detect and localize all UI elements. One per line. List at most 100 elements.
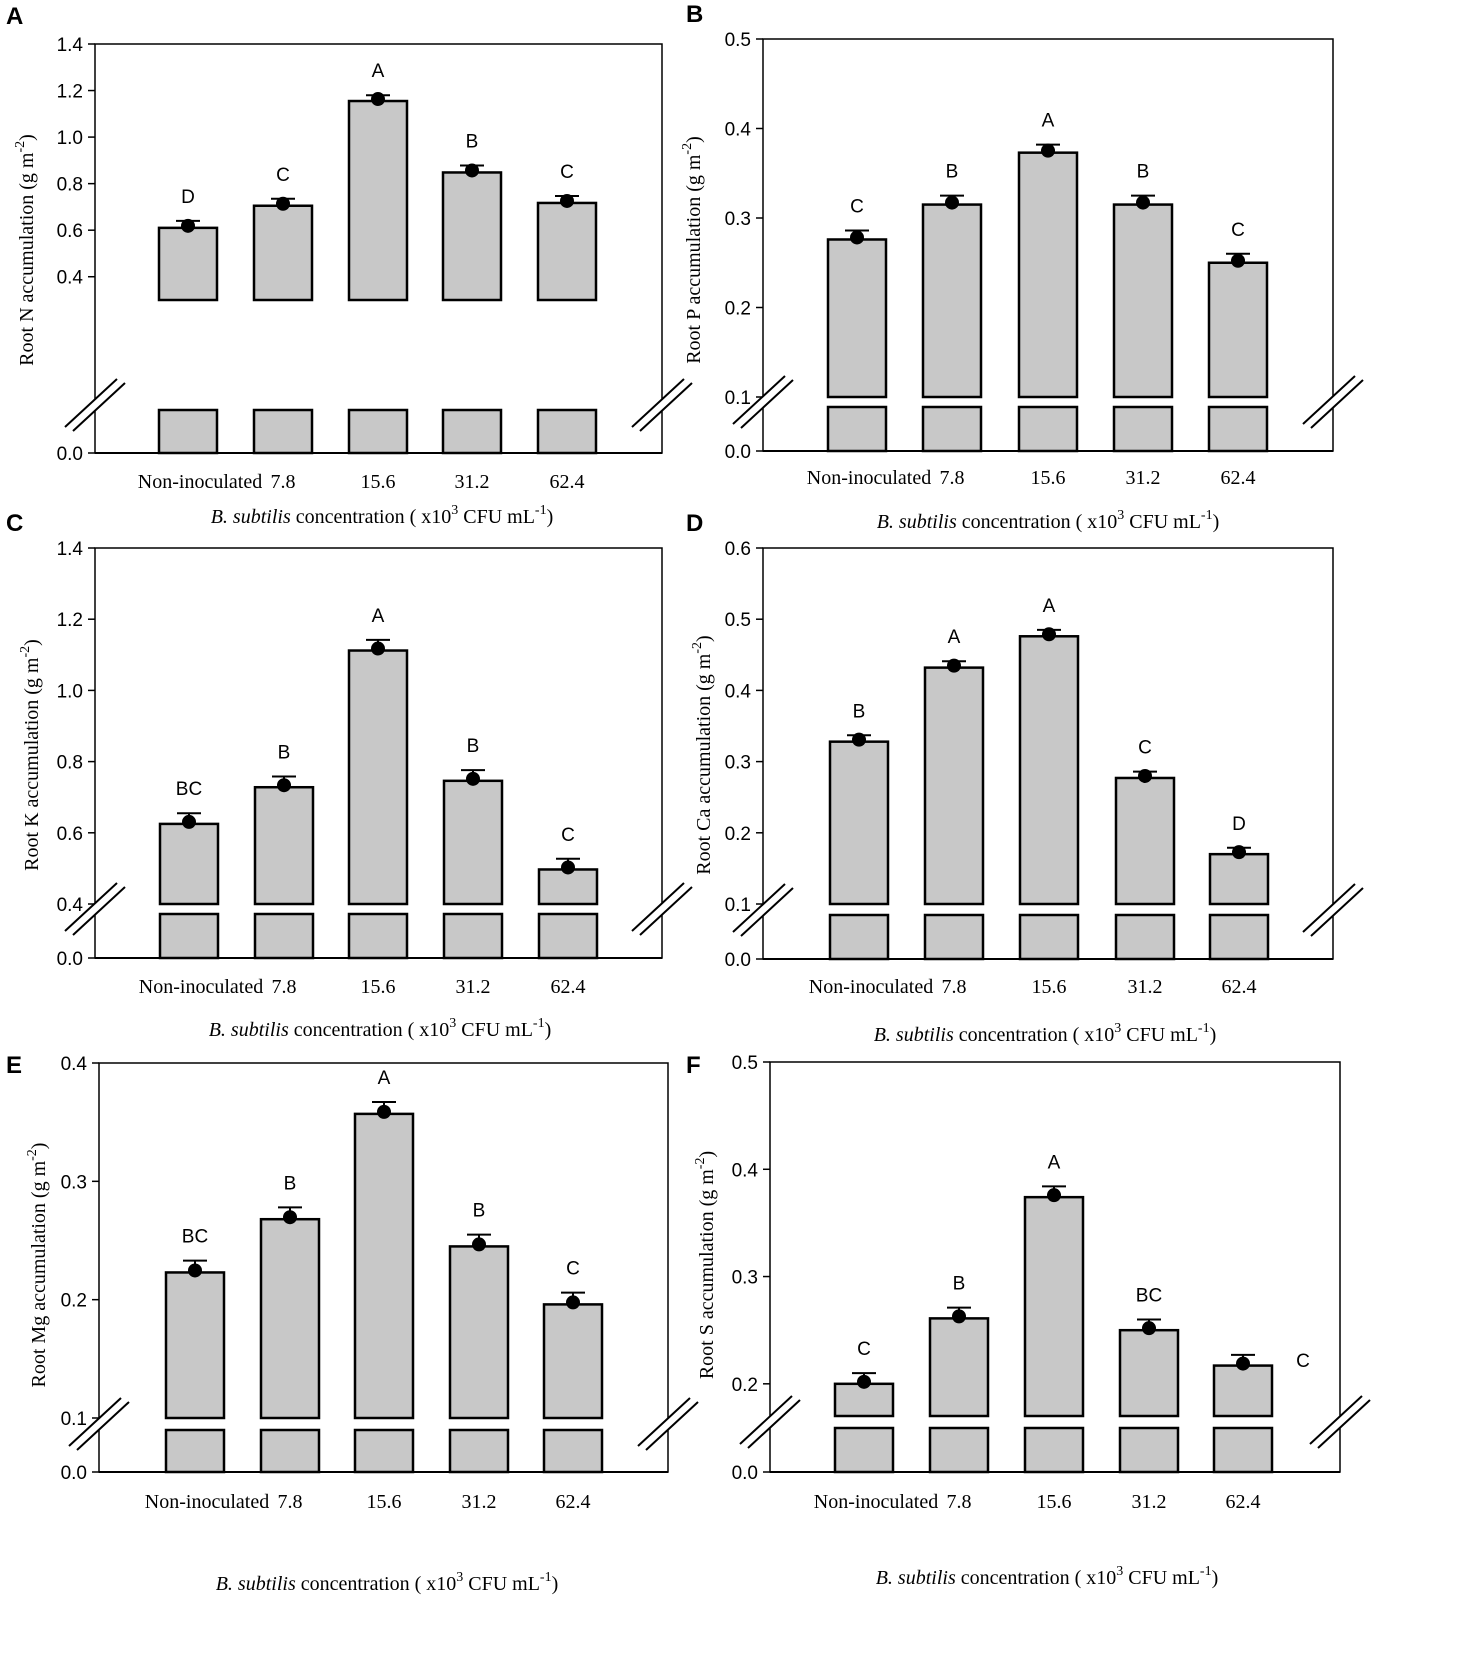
y-tick-label: 0.6 xyxy=(725,539,751,560)
mean-point xyxy=(188,1263,202,1278)
category-label: 7.8 xyxy=(942,976,967,998)
significance-letter: D xyxy=(1232,814,1246,835)
panel-letter-c: C xyxy=(6,510,23,537)
bar-lower xyxy=(1118,1426,1180,1474)
axis-break-mark xyxy=(72,886,126,936)
category-label: Non-inoculated xyxy=(138,471,262,493)
bar-upper xyxy=(1017,151,1079,399)
bar-lower xyxy=(1017,405,1079,453)
mean-point xyxy=(377,1104,391,1119)
category-label: 62.4 xyxy=(550,471,585,493)
bar-upper xyxy=(928,1317,990,1418)
y-tick-label: 0.1 xyxy=(725,388,751,409)
y-tick-label: 0.4 xyxy=(725,120,752,141)
y-tick-label: 1.4 xyxy=(57,35,84,56)
bar-lower xyxy=(1212,1426,1274,1474)
category-label: 15.6 xyxy=(367,1491,402,1513)
bar-upper xyxy=(1112,203,1174,399)
significance-letter: B xyxy=(284,1173,297,1194)
significance-letter: BC xyxy=(182,1227,208,1248)
axis-break-mark xyxy=(1309,1395,1363,1445)
bar-upper xyxy=(441,171,503,302)
mean-point xyxy=(560,193,574,208)
significance-letter: B xyxy=(946,162,959,183)
bar-lower xyxy=(259,1428,321,1474)
y-tick-label: 1.2 xyxy=(57,610,83,631)
mean-point xyxy=(472,1237,486,1252)
category-label: 62.4 xyxy=(551,976,586,998)
mean-point xyxy=(1236,1356,1250,1371)
significance-letter: B xyxy=(467,736,480,757)
bar-lower xyxy=(542,1428,604,1474)
axis-break-mark xyxy=(72,382,126,432)
axis-break-gap xyxy=(66,882,124,936)
bar-upper xyxy=(347,99,409,302)
bar-lower xyxy=(921,405,983,453)
mean-point xyxy=(561,860,575,875)
significance-letter: C xyxy=(276,165,290,186)
bar-lower xyxy=(164,1428,226,1474)
mean-point xyxy=(1136,195,1150,210)
mean-point xyxy=(277,778,291,793)
axis-break-gap xyxy=(1304,883,1362,937)
significance-letter: A xyxy=(372,606,385,627)
category-label: 31.2 xyxy=(455,471,490,493)
axis-break-mark xyxy=(639,382,693,432)
axis-break-mark xyxy=(1302,375,1356,425)
significance-letter: C xyxy=(850,197,864,218)
bar-upper xyxy=(1207,261,1269,399)
y-tick-label: 0.5 xyxy=(725,30,751,51)
axis-break-gap xyxy=(633,378,691,432)
axis-break-mark xyxy=(631,882,685,932)
panel-a: A 0.0 0.4 0.6 0.8 1.0 1.2 1.4 D Non-inoculated C 7… xyxy=(6,3,693,528)
axis-break-gap xyxy=(741,1395,799,1449)
category-label: 7.8 xyxy=(272,976,297,998)
axis-break-gap xyxy=(70,1397,128,1451)
bar-upper xyxy=(536,201,598,302)
category-label: 7.8 xyxy=(271,471,296,493)
category-label: 15.6 xyxy=(1032,976,1067,998)
bar-lower xyxy=(442,912,504,960)
bar-lower xyxy=(353,1428,415,1474)
y-tick-label: 0.1 xyxy=(725,895,751,916)
axis-break-gap xyxy=(66,378,124,432)
significance-letter: BC xyxy=(1136,1285,1162,1306)
panel-e: E 0.00.10.20.30.4BCNon-inoculatedB7.8A15… xyxy=(6,1052,699,1595)
axis-break-mark xyxy=(76,1401,130,1451)
y-tick-label: 0.8 xyxy=(57,753,83,774)
y-tick-label: 0.2 xyxy=(732,1375,758,1396)
category-label: 15.6 xyxy=(361,471,396,493)
bar-upper xyxy=(923,666,985,906)
axis-break-mark xyxy=(747,1399,801,1449)
y-tick-label: 0.2 xyxy=(725,824,751,845)
bar-upper xyxy=(158,822,220,906)
bar-upper xyxy=(1212,1364,1274,1418)
x-axis-label-b: B. subtilis concentration ( x103 CFU mL-… xyxy=(877,508,1220,533)
axis-break-mark xyxy=(645,1401,699,1451)
y-tick-label: 0.2 xyxy=(725,299,751,320)
y-tick-label: 0.3 xyxy=(725,209,751,230)
mean-point xyxy=(181,218,195,233)
bar-upper xyxy=(164,1271,226,1420)
mean-point xyxy=(1041,143,1055,158)
axis-break-gap xyxy=(633,882,691,936)
bar-lower xyxy=(157,408,219,455)
mean-point xyxy=(947,658,961,673)
mean-point xyxy=(466,771,480,786)
y-tick-label: 0.3 xyxy=(61,1172,87,1193)
significance-letter: C xyxy=(566,1259,580,1280)
axis-break-mark xyxy=(740,887,794,937)
y-tick-label: 0.5 xyxy=(725,610,751,631)
axis-break-mark xyxy=(1317,1399,1371,1449)
axis-break-gap xyxy=(1311,1395,1369,1449)
axis-break-mark xyxy=(1310,379,1364,429)
mean-point xyxy=(1231,253,1245,268)
bar-lower xyxy=(928,1426,990,1474)
category-label: 62.4 xyxy=(1221,467,1256,489)
y-axis-label-e: Root Mg accumulation (g m-2) xyxy=(25,1143,50,1388)
bar-upper xyxy=(157,226,219,302)
bar-upper xyxy=(1114,776,1176,906)
y-tick-label: 0.4 xyxy=(57,895,84,916)
y-axis-label-f: Root S accumulation (g m-2) xyxy=(693,1151,718,1379)
bar-lower xyxy=(537,912,599,960)
